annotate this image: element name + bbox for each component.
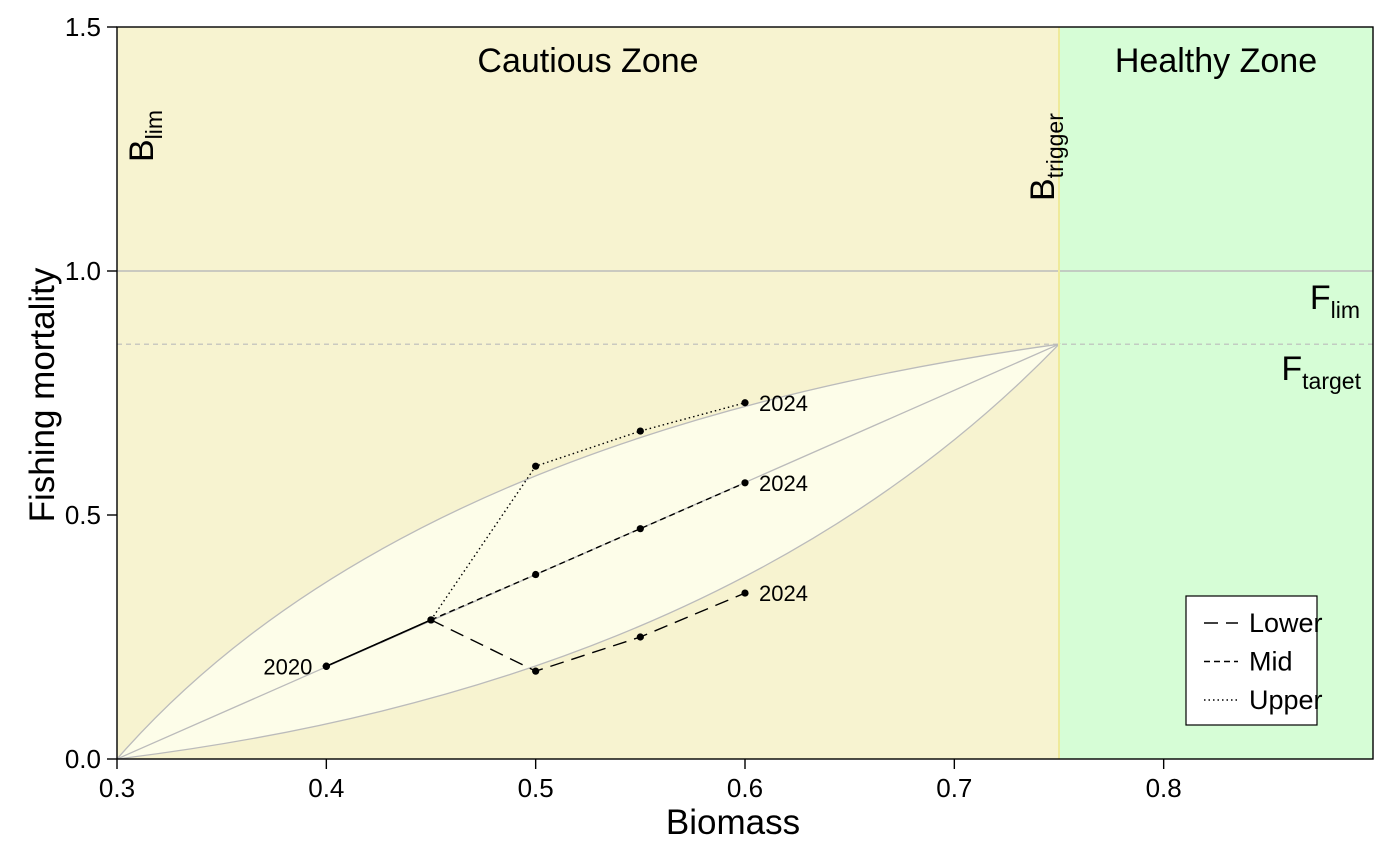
legend-label-lower: Lower bbox=[1249, 608, 1323, 638]
btrigger-label-subscript: trigger bbox=[1042, 113, 1068, 179]
legend-label-mid: Mid bbox=[1249, 647, 1293, 677]
x-tick-label-6: 0.8 bbox=[1146, 773, 1182, 803]
zone-label-1: Cautious Zone bbox=[477, 42, 698, 80]
year-annotation-4: 2024 bbox=[759, 581, 808, 606]
point-upper-3 bbox=[532, 462, 540, 470]
btrigger-label: Btrigger bbox=[1024, 113, 1068, 201]
point-upper-1 bbox=[322, 662, 330, 670]
year-annotation-1: 2020 bbox=[263, 654, 312, 679]
x-tick-label-1: 0.3 bbox=[99, 773, 135, 803]
legend-label-upper: Upper bbox=[1249, 685, 1323, 715]
zone-label-2: Healthy Zone bbox=[1115, 42, 1317, 80]
point-upper-4 bbox=[636, 427, 644, 435]
legend-box bbox=[1185, 595, 1318, 726]
point-upper-2 bbox=[427, 616, 435, 624]
blim-label-subscript: lim bbox=[141, 110, 167, 139]
point-lower-3 bbox=[532, 667, 540, 675]
point-mid-4 bbox=[636, 525, 644, 533]
blim-label-main: B bbox=[123, 139, 161, 162]
year-annotation-3: 2024 bbox=[759, 471, 808, 496]
axes-layer: 0.3 0.4 0.5 0.6 0.7 0.8 0.0 0.5 1.0 1.5 Biomass Fis… bbox=[23, 12, 1374, 842]
year-annotation-2: 2024 bbox=[759, 391, 808, 416]
ftarget-label-subscript: target bbox=[1302, 368, 1361, 394]
y-tick-label-2: 0.5 bbox=[65, 500, 101, 530]
blim-label: Blim bbox=[123, 110, 167, 162]
series-layer: 2020 2024 2024 2024 bbox=[263, 391, 808, 680]
flim-label-subscript: lim bbox=[1331, 297, 1360, 323]
x-tick-label-4: 0.6 bbox=[727, 773, 763, 803]
point-lower-4 bbox=[636, 633, 644, 641]
x-axis-label: Biomass bbox=[666, 803, 800, 842]
btrigger-label-main: B bbox=[1024, 178, 1062, 201]
y-tick-label-1: 0.0 bbox=[65, 744, 101, 774]
x-tick-label-2: 0.4 bbox=[308, 773, 344, 803]
ftarget-label: Ftarget bbox=[1281, 350, 1361, 394]
point-mid-3 bbox=[532, 570, 540, 579]
series-line-mid bbox=[430, 482, 746, 621]
point-lower-5 bbox=[741, 589, 749, 597]
point-mid-5 bbox=[741, 479, 749, 487]
series-line-upper-history bbox=[326, 619, 432, 667]
y-tick-label-3: 1.0 bbox=[65, 256, 101, 286]
y-axis-label: Fishing mortality bbox=[23, 267, 62, 522]
x-tick-label-5: 0.7 bbox=[936, 773, 972, 803]
legend: Lower Mid Upper bbox=[1185, 595, 1323, 726]
ftarget-label-main: F bbox=[1281, 350, 1302, 388]
y-tick-label-4: 1.5 bbox=[65, 12, 101, 42]
point-upper-5 bbox=[741, 399, 749, 407]
flim-label-main: F bbox=[1310, 279, 1331, 317]
flim-label: Flim bbox=[1310, 279, 1360, 323]
x-tick-label-3: 0.5 bbox=[518, 773, 554, 803]
zone-labels-layer: Cautious Zone Healthy Zone bbox=[477, 42, 1317, 80]
